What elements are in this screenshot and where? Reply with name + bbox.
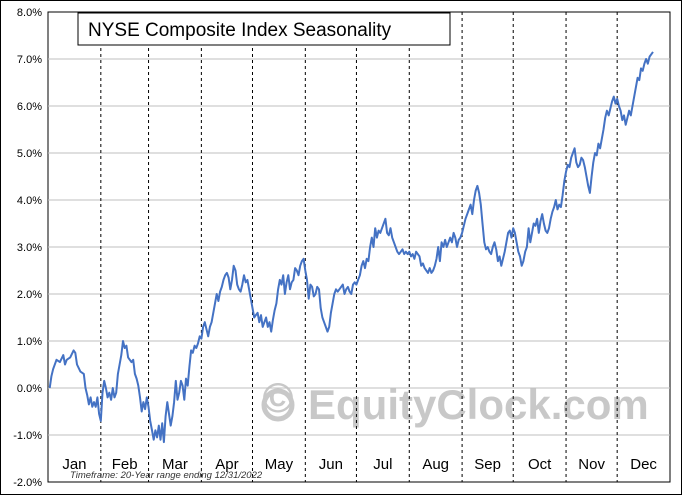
y-tick-label: 2.0%: [17, 289, 42, 301]
timeframe-note: Timeframe: 20-Year range ending 12/31/20…: [70, 470, 263, 481]
month-label: Mar: [162, 456, 188, 473]
month-label: Jun: [319, 456, 343, 473]
month-label: Feb: [112, 456, 138, 473]
month-label: Aug: [422, 456, 449, 473]
y-tick-label: 0.0%: [17, 383, 42, 395]
watermark-symbol: ©: [263, 374, 294, 421]
month-label: Apr: [215, 456, 238, 473]
month-dividers: [100, 12, 618, 482]
month-label: Sep: [474, 456, 501, 473]
month-label: Nov: [578, 456, 605, 473]
y-tick-label: -1.0%: [13, 430, 42, 442]
watermark-text: EquityClock.com: [308, 381, 649, 428]
seasonality-line: [48, 51, 654, 444]
y-tick-label: 8.0%: [17, 7, 42, 19]
month-label: Jan: [62, 456, 86, 473]
y-tick-label: 7.0%: [17, 54, 42, 66]
y-tick-label: -2.0%: [13, 477, 42, 489]
chart-title: NYSE Composite Index Seasonality: [88, 20, 392, 41]
y-tick-label: 3.0%: [17, 242, 42, 254]
y-tick-label: 1.0%: [17, 336, 42, 348]
series-group: [48, 51, 654, 444]
y-axis-tick-labels: 8.0% 7.0% 6.0% 5.0% 4.0% 3.0% 2.0% 1.0% 0.0% -1.0…: [13, 7, 42, 489]
horizontal-gridlines: [48, 58, 670, 436]
month-labels: Jan Feb Mar Apr May Jun Jul Aug Sep Oct Nov Dec: [62, 456, 657, 473]
month-label: May: [265, 456, 294, 473]
y-tick-label: 6.0%: [17, 101, 42, 113]
title-box: [77, 12, 451, 46]
month-label: Jul: [373, 456, 392, 473]
watermark: © EquityClock.com: [261, 374, 649, 428]
month-label: Oct: [528, 456, 552, 473]
watermark-copyright-icon: [261, 388, 295, 422]
month-label: Dec: [630, 456, 657, 473]
y-tick-label: 4.0%: [17, 195, 42, 207]
y-tick-label: 5.0%: [17, 148, 42, 160]
